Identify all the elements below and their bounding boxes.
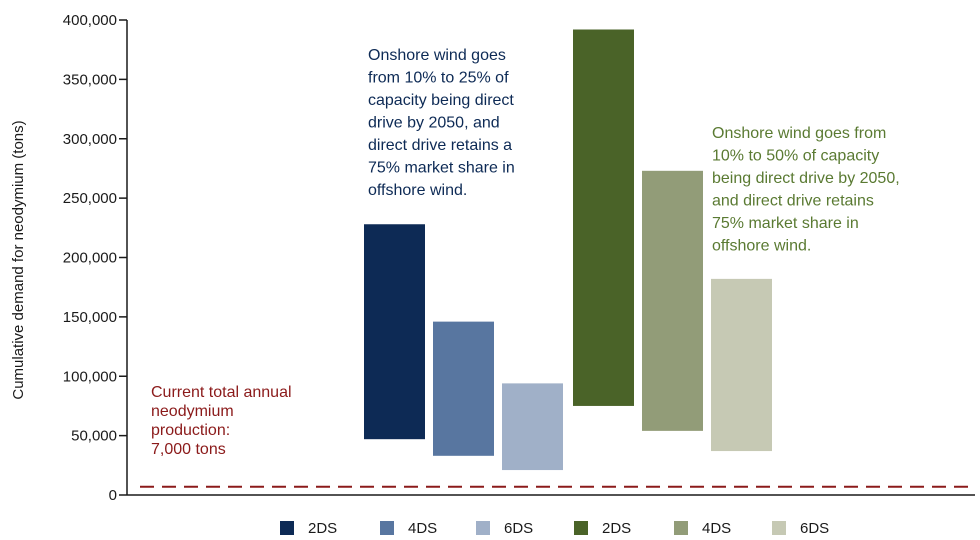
legend-label: 2DS (308, 520, 337, 537)
annotation-line: 75% market share in (368, 160, 515, 177)
legend: 2DS 4DS 6DS 2DS 4DS 6DS (280, 520, 829, 537)
reference-line-group: Current total annual neodymium production:… (140, 384, 975, 488)
legend-label: 6DS (504, 520, 533, 537)
annotation-line: Onshore wind goes from (712, 125, 886, 142)
annotation-1: Onshore wind goes from 10% to 25% of capac… (368, 47, 515, 199)
annotation-2: Onshore wind goes from 10% to 50% of capa… (712, 125, 900, 255)
legend-swatch (476, 521, 490, 535)
annotation-line: drive by 2050, and (368, 115, 500, 132)
legend-label: 4DS (408, 520, 437, 537)
legend-label: 6DS (800, 520, 829, 537)
y-tick-label: 250,000 (63, 190, 117, 207)
y-tick-label: 150,000 (63, 309, 117, 326)
annotation-line: Onshore wind goes (368, 47, 506, 64)
y-tick-label: 0 (109, 487, 117, 504)
legend-label: 4DS (702, 520, 731, 537)
y-tick-label: 300,000 (63, 131, 117, 148)
annotation-line: offshore wind. (368, 182, 467, 199)
annotation-line: direct drive retains a (368, 137, 512, 154)
annotation-line: capacity being direct (368, 92, 514, 109)
bars-group (364, 29, 772, 471)
annotation-line: offshore wind. (712, 238, 811, 255)
legend-label: 2DS (602, 520, 631, 537)
y-tick-label: 400,000 (63, 12, 117, 29)
bar-high-2ds (573, 29, 634, 406)
bar-low-4ds (433, 321, 494, 456)
legend-swatch (380, 521, 394, 535)
reference-line-label-line: 7,000 tons (151, 441, 226, 458)
legend-swatch (574, 521, 588, 535)
y-tick-label: 100,000 (63, 368, 117, 385)
annotation-line: 75% market share in (712, 215, 859, 232)
annotation-line: from 10% to 25% of (368, 70, 509, 87)
y-tick-label: 200,000 (63, 250, 117, 267)
reference-line-label-line: production: (151, 422, 230, 439)
y-tick-label: 50,000 (71, 428, 117, 445)
y-axis: 0 50,000 100,000 150,000 200,000 250,000 300,0… (63, 12, 975, 504)
annotation-line: 10% to 50% of capacity (712, 148, 879, 165)
legend-swatch (674, 521, 688, 535)
annotation-line: and direct drive retains (712, 193, 874, 210)
annotation-line: being direct drive by 2050, (712, 170, 900, 187)
y-axis-title: Cumulative demand for neodymium (tons) (10, 120, 27, 399)
legend-swatch (280, 521, 294, 535)
y-tick-label: 350,000 (63, 71, 117, 88)
bar-high-4ds (642, 170, 703, 431)
reference-line-label-line: Current total annual (151, 384, 292, 401)
reference-line-label-line: neodymium (151, 403, 234, 420)
bar-low-2ds (364, 224, 425, 440)
bar-low-6ds (502, 383, 563, 471)
annotations-group: Onshore wind goes from 10% to 25% of capac… (368, 47, 900, 255)
bar-high-6ds (711, 278, 772, 452)
legend-swatch (772, 521, 786, 535)
reference-line-label: Current total annual neodymium production:… (151, 384, 292, 458)
